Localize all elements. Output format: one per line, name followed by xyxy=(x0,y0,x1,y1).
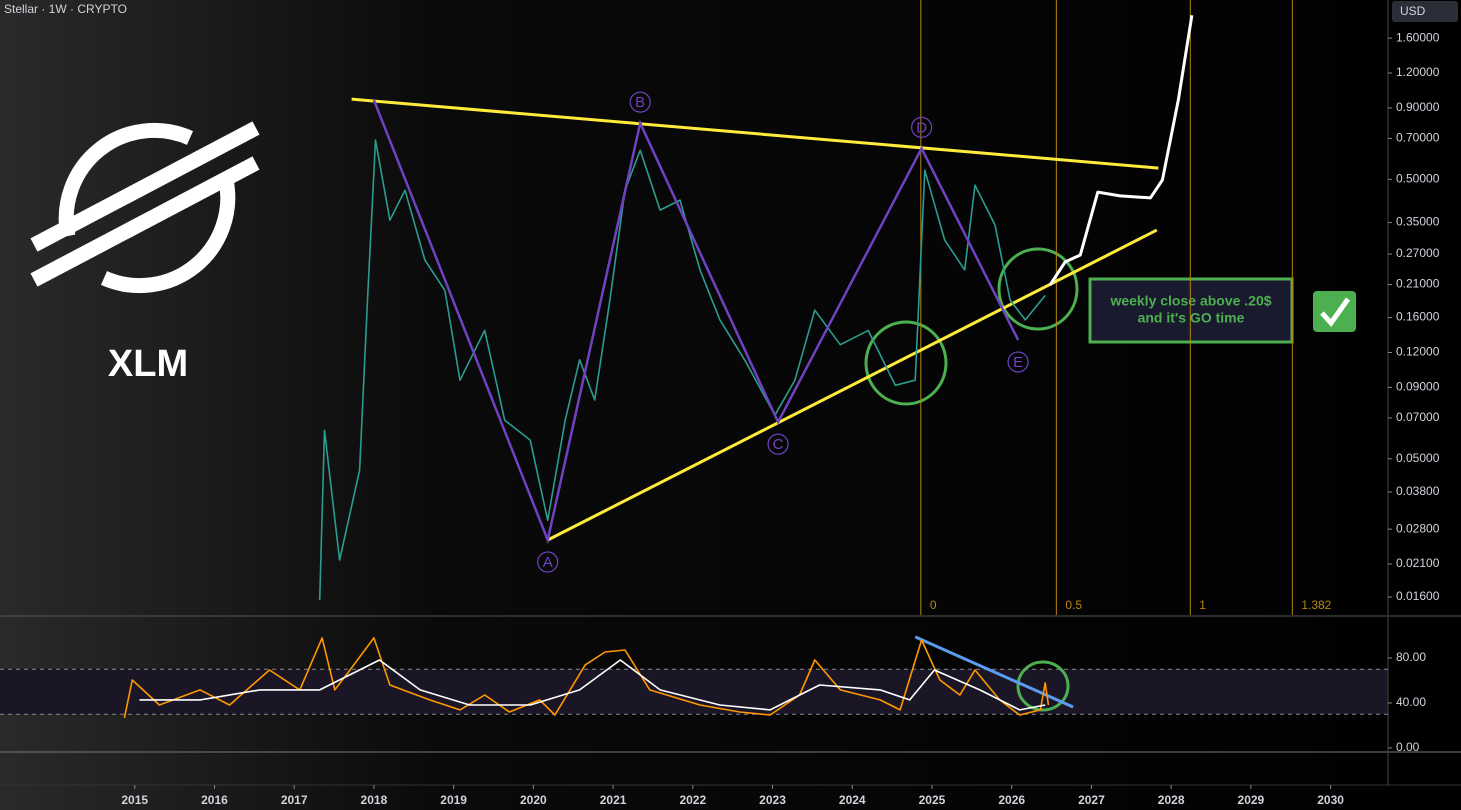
x-tick-label: 2021 xyxy=(600,793,627,807)
y-tick-label: 0.09000 xyxy=(1396,380,1440,394)
y-tick-label: 0.01600 xyxy=(1396,589,1440,603)
y-tick-label: 0.07000 xyxy=(1396,410,1440,424)
pattern-point-label: A xyxy=(543,554,553,571)
y-tick-label: 0.02100 xyxy=(1396,556,1440,570)
x-tick-label: 2028 xyxy=(1158,793,1185,807)
y-tick-label: 0.21000 xyxy=(1396,277,1440,291)
x-tick-label: 2018 xyxy=(361,793,388,807)
fib-level-label: 0.5 xyxy=(1065,598,1082,612)
stellar-logo xyxy=(30,121,260,294)
x-tick-label: 2029 xyxy=(1238,793,1265,807)
highlight-circle xyxy=(1016,660,1070,712)
pattern-point-ring xyxy=(911,116,933,138)
pattern-point-label: E xyxy=(1013,354,1023,371)
y-tick-label: 0.00 xyxy=(1396,740,1420,754)
rsi-band xyxy=(0,669,1388,714)
x-tick-label: 2027 xyxy=(1078,793,1105,807)
y-tick-label: 40.00 xyxy=(1396,695,1426,709)
x-tick-label: 2030 xyxy=(1317,793,1344,807)
series-line xyxy=(139,659,1046,711)
x-tick-label: 2015 xyxy=(121,793,148,807)
fib-level-label: 1.382 xyxy=(1301,598,1331,612)
trendline xyxy=(547,228,1158,542)
series-line xyxy=(318,139,1046,601)
check-icon xyxy=(1320,297,1351,327)
y-tick-label: 0.27000 xyxy=(1396,246,1440,260)
check-box xyxy=(1313,291,1356,332)
fib-level-label: 1 xyxy=(1199,598,1206,612)
annotation: and it's GO time xyxy=(1138,310,1245,326)
y-tick-label: 0.50000 xyxy=(1396,171,1440,185)
x-tick-label: 2026 xyxy=(998,793,1025,807)
pattern-point-label: C xyxy=(773,436,784,453)
fib-level-label: 0 xyxy=(930,598,937,612)
x-tick-label: 2022 xyxy=(679,793,706,807)
pattern-line xyxy=(372,99,1020,545)
y-tick-label: 0.16000 xyxy=(1396,310,1440,324)
x-tick-label: 2020 xyxy=(520,793,547,807)
y-tick-label: 0.90000 xyxy=(1396,100,1440,114)
y-tick-label: 80.00 xyxy=(1396,650,1426,664)
highlight-circle xyxy=(997,247,1079,331)
x-tick-label: 2025 xyxy=(919,793,946,807)
pattern-point-ring xyxy=(1007,351,1029,373)
x-tick-label: 2017 xyxy=(281,793,308,807)
y-tick-label: 0.02800 xyxy=(1396,521,1440,535)
x-tick-label: 2024 xyxy=(839,793,866,807)
coin-label: XLM xyxy=(108,343,188,385)
x-tick-label: 2023 xyxy=(759,793,786,807)
y-tick-label: 1.20000 xyxy=(1396,65,1440,79)
pattern-point-ring xyxy=(537,551,559,573)
y-tick-label: 0.70000 xyxy=(1396,131,1440,145)
y-tick-label: 1.60000 xyxy=(1396,30,1440,44)
series-line xyxy=(1048,15,1194,286)
currency: USD xyxy=(1400,4,1426,18)
pattern-point-ring xyxy=(629,91,651,113)
y-tick-label: 0.12000 xyxy=(1396,345,1440,359)
currency-box xyxy=(1392,1,1458,22)
series-line xyxy=(123,637,1050,719)
highlight-circle xyxy=(864,320,948,406)
y-tick-label: 0.35000 xyxy=(1396,215,1440,229)
symbol-header: Stellar · 1W · CRYPTO xyxy=(4,2,127,16)
x-tick-label: 2019 xyxy=(440,793,467,807)
pattern-point-label: B xyxy=(635,94,645,111)
y-tick-label: 0.05000 xyxy=(1396,451,1440,465)
trendline xyxy=(351,97,1159,170)
pattern-point-label: D xyxy=(916,119,927,136)
pattern-point-ring xyxy=(767,433,789,455)
x-tick-label: 2016 xyxy=(201,793,228,807)
y-tick-label: 0.03800 xyxy=(1396,484,1440,498)
